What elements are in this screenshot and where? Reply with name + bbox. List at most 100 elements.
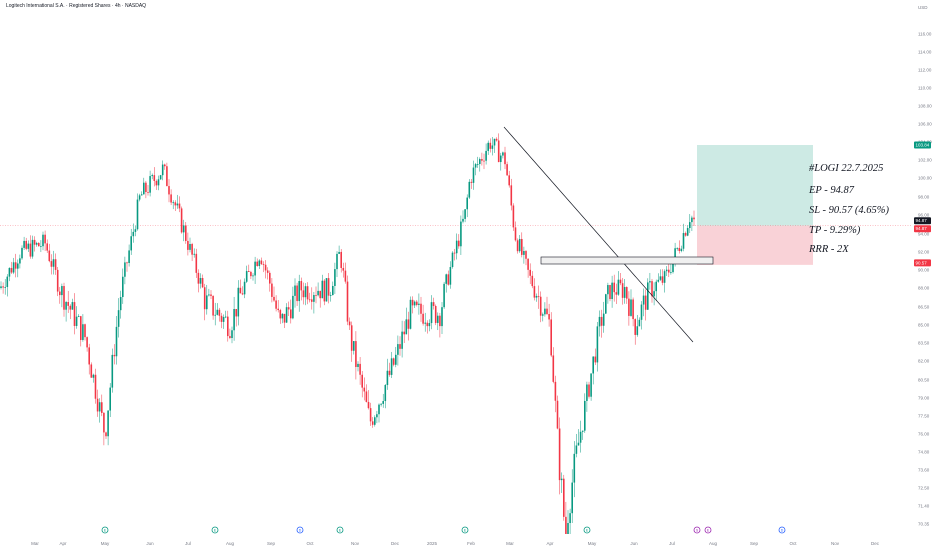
candle-body xyxy=(80,316,82,340)
candle-body xyxy=(75,316,78,326)
event-marker-icon[interactable] xyxy=(336,526,344,534)
candle-body xyxy=(17,263,19,269)
candle-body xyxy=(281,313,284,319)
candle-body xyxy=(50,261,53,267)
candle-body xyxy=(626,287,628,299)
candle-body xyxy=(449,266,452,285)
candle-body xyxy=(159,175,162,180)
price-tag-value: 90.57 xyxy=(916,260,928,265)
support-zone-rectangle[interactable] xyxy=(540,256,714,265)
event-marker-icon[interactable] xyxy=(101,526,109,534)
candle-body xyxy=(235,309,237,317)
event-marker-label: D xyxy=(781,529,784,533)
candle-body xyxy=(684,233,687,236)
candle-body xyxy=(222,317,225,322)
candle-body xyxy=(558,428,561,481)
candle-body xyxy=(668,269,670,273)
candle-body xyxy=(512,205,515,228)
candle-body xyxy=(514,227,517,241)
price-tick-label: 98.00 xyxy=(918,195,930,200)
event-marker-icon[interactable] xyxy=(211,526,219,534)
candle-body xyxy=(493,138,496,146)
candle-body xyxy=(500,155,502,163)
event-marker-icon[interactable] xyxy=(461,526,469,534)
price-tick-label: 94.00 xyxy=(918,232,930,237)
candle-body xyxy=(502,152,504,156)
event-marker-icon[interactable] xyxy=(583,526,591,534)
candle-body xyxy=(451,252,454,267)
candle-body xyxy=(525,251,527,259)
candle-body xyxy=(145,182,147,193)
candle-body xyxy=(380,403,382,405)
candle-body xyxy=(609,285,611,300)
candle-body xyxy=(689,222,691,229)
event-marker-icon[interactable] xyxy=(693,526,701,534)
candle-body xyxy=(128,250,130,264)
candle-body xyxy=(573,453,576,483)
candle-body xyxy=(35,242,38,245)
event-marker-icon[interactable] xyxy=(704,526,712,534)
candle-body xyxy=(275,300,277,309)
candle-body xyxy=(531,275,534,287)
candle-body xyxy=(46,243,48,251)
candle-body xyxy=(256,261,258,267)
candle-body xyxy=(598,316,601,327)
candle-body xyxy=(63,286,65,310)
candle-body xyxy=(506,164,508,176)
candle-body xyxy=(241,293,244,295)
candle-body xyxy=(634,319,636,335)
candle-body xyxy=(134,229,137,232)
candle-body xyxy=(619,279,622,284)
candle-body xyxy=(214,314,216,316)
time-axis-label: Dec xyxy=(391,541,400,546)
candle-body xyxy=(340,251,342,268)
candle-body xyxy=(65,302,67,310)
candle-body xyxy=(136,199,139,230)
price-tick-label: 74.80 xyxy=(918,450,930,455)
candle-body xyxy=(271,283,273,297)
candle-body xyxy=(632,299,634,320)
event-marker-label: E xyxy=(464,529,467,533)
candle-body xyxy=(170,194,172,203)
candle-body xyxy=(382,401,384,404)
time-axis-label: Apr xyxy=(546,541,554,546)
candle-body xyxy=(554,381,557,401)
trend-line[interactable] xyxy=(503,126,694,343)
candle-body xyxy=(172,202,174,204)
price-tick-label: 80.50 xyxy=(918,378,930,383)
event-marker-icon[interactable] xyxy=(778,526,786,534)
time-axis-label: Jun xyxy=(630,541,638,546)
candle-body xyxy=(544,308,546,315)
candle-body xyxy=(413,301,416,306)
note-stop-loss: SL - 90.57 (4.65%) xyxy=(809,205,890,216)
price-tick-label: 92.00 xyxy=(918,250,930,255)
time-axis-label: Sep xyxy=(267,541,276,546)
candle-body xyxy=(649,281,651,283)
candle-body xyxy=(109,387,111,411)
candle-body xyxy=(550,319,552,356)
candle-body xyxy=(19,258,21,264)
candle-body xyxy=(579,431,582,443)
candle-body xyxy=(361,374,363,388)
candle-body xyxy=(556,400,559,429)
candle-body xyxy=(479,159,481,165)
candle-body xyxy=(138,195,141,200)
candle-body xyxy=(6,276,9,287)
candle-body xyxy=(206,295,208,310)
candle-body xyxy=(563,478,565,517)
candle-body xyxy=(640,304,643,320)
candle-body xyxy=(430,302,433,324)
candle-body xyxy=(54,259,57,270)
candle-body xyxy=(432,302,435,306)
candle-body xyxy=(122,276,124,298)
candle-body xyxy=(663,271,666,283)
candle-body xyxy=(269,272,271,284)
candle-body xyxy=(357,363,359,367)
candle-body xyxy=(460,221,462,247)
candle-body xyxy=(218,309,221,316)
candle-body xyxy=(287,307,290,310)
price-tick-label: 96.00 xyxy=(918,213,930,218)
event-marker-icon[interactable] xyxy=(296,526,304,534)
